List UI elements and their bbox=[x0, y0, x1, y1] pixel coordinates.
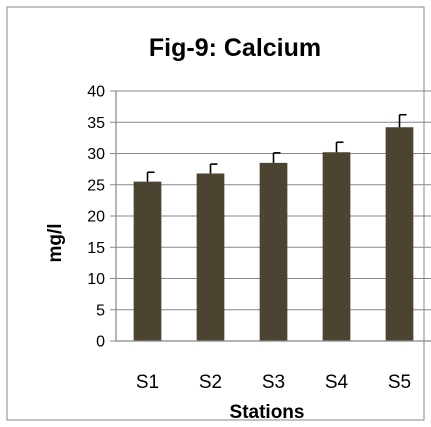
bar-S1 bbox=[133, 181, 162, 341]
y-tick-label: 25 bbox=[87, 177, 105, 194]
x-tick-label-S1: S1 bbox=[136, 372, 159, 393]
y-tick-label: 40 bbox=[87, 84, 105, 101]
y-tick-label: 15 bbox=[87, 240, 105, 257]
chart-title: Fig-9: Calcium bbox=[149, 34, 321, 62]
x-tick-label-S4: S4 bbox=[325, 372, 349, 393]
x-tick-label-S3: S3 bbox=[262, 372, 285, 393]
x-tick-labels: S1 S2 S3 S4 S5 bbox=[136, 372, 411, 393]
y-tick-label: 10 bbox=[87, 271, 105, 288]
y-tick-label: 35 bbox=[87, 115, 105, 132]
x-tick-label-S2: S2 bbox=[199, 372, 222, 393]
x-tick-label-S5: S5 bbox=[388, 372, 411, 393]
y-tick-label: 30 bbox=[87, 146, 105, 163]
error-bars bbox=[146, 113, 407, 182]
x-axis-title: Stations bbox=[230, 402, 305, 423]
y-tick-label: 5 bbox=[96, 302, 105, 319]
bar-S3 bbox=[259, 162, 288, 341]
y-tick-label: 0 bbox=[96, 334, 105, 351]
bar-S2 bbox=[196, 173, 225, 341]
y-tick-label: 20 bbox=[87, 209, 105, 226]
y-axis-title: mg/l bbox=[45, 223, 66, 262]
bar-S4 bbox=[322, 152, 351, 341]
bars bbox=[133, 127, 414, 341]
bar-S5 bbox=[385, 127, 414, 341]
y-tick-labels: 0 5 10 15 20 25 30 35 40 bbox=[87, 84, 105, 351]
